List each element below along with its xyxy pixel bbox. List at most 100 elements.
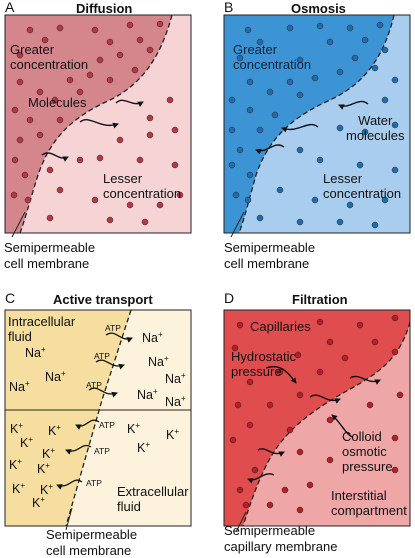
label-line: Intracellular xyxy=(8,314,75,329)
sodium-ion-label: Na+ xyxy=(165,372,186,387)
particle-dot xyxy=(317,157,323,163)
particle-dot xyxy=(372,222,378,228)
sodium-ion-label: Na+ xyxy=(45,370,66,385)
particle-dot xyxy=(267,402,273,408)
particle-dot xyxy=(77,157,83,163)
particle-dot xyxy=(167,97,173,103)
intracellular-fluid-label: Intracellular fluid xyxy=(8,314,75,344)
potassium-ion-label: K+ xyxy=(48,424,61,439)
particle-dot xyxy=(382,97,388,103)
particle-dot xyxy=(117,137,123,143)
potassium-ion-label: K+ xyxy=(9,458,22,473)
particle-dot xyxy=(247,422,253,428)
particle-dot xyxy=(372,65,378,71)
particle-dot xyxy=(342,355,348,361)
lesser-concentration-label: Lesser concentration xyxy=(103,171,181,201)
ion-symbol: Na xyxy=(142,331,158,345)
potassium-ion-label: K+ xyxy=(12,482,25,497)
particle-dot xyxy=(297,92,303,98)
lesser-concentration-label: Lesser concentration xyxy=(323,171,401,201)
label-line: Lesser xyxy=(103,171,181,186)
membrane-caption: Semipermeable cell membrane xyxy=(224,240,315,271)
water-molecules-label: Water molecules xyxy=(346,113,405,143)
particle-dot xyxy=(297,219,303,225)
extracellular-fluid-label: Extracellular fluid xyxy=(117,484,189,514)
sodium-ion-label: Na+ xyxy=(165,395,186,410)
particle-dot xyxy=(92,27,98,33)
ion-charge: + xyxy=(25,379,30,388)
potassium-ion-label: K+ xyxy=(127,422,140,437)
label-line: pressure xyxy=(342,459,393,474)
particle-dot xyxy=(337,125,343,131)
ion-charge: + xyxy=(164,354,169,363)
particle-dot xyxy=(337,219,343,225)
label-line: Greater xyxy=(233,42,311,57)
particle-dot xyxy=(37,132,43,138)
particle-dot xyxy=(245,27,251,33)
sodium-ion-label: Na+ xyxy=(9,380,30,395)
ion-charge: + xyxy=(28,435,33,444)
colloid-osmotic-pressure-label: Colloid osmotic pressure xyxy=(342,429,393,474)
particle-dot xyxy=(317,369,323,375)
potassium-ion-label: K+ xyxy=(42,447,55,462)
label-line: capillary membrane xyxy=(224,539,337,555)
particle-dot xyxy=(327,39,333,45)
particle-dot xyxy=(377,22,383,28)
ion-charge: + xyxy=(56,423,61,432)
label-line: Semipermeable xyxy=(4,240,95,256)
particle-dot xyxy=(297,147,303,153)
particle-dot xyxy=(107,39,113,45)
particle-dot xyxy=(237,487,243,493)
greater-concentration-label: Greater concentration xyxy=(233,42,311,72)
particle-dot xyxy=(157,21,163,27)
panel-d-letter: D xyxy=(224,291,234,306)
particle-dot xyxy=(357,322,363,328)
potassium-ion-label: K+ xyxy=(20,436,33,451)
particle-dot xyxy=(392,315,398,321)
particle-dot xyxy=(117,52,123,58)
particle-dot xyxy=(229,162,235,168)
ion-symbol: Na xyxy=(148,355,164,369)
atp-label: ATP xyxy=(86,378,102,393)
particle-dot xyxy=(235,402,241,408)
ion-charge: + xyxy=(45,461,50,470)
particle-dot xyxy=(392,349,398,355)
label-line: cell membrane xyxy=(224,256,315,272)
ion-charge: + xyxy=(61,369,66,378)
membrane-caption: Semipermeable cell membrane xyxy=(46,527,137,558)
panel-c-title: Active transport xyxy=(53,292,153,307)
particle-dot xyxy=(17,137,23,143)
particle-dot xyxy=(137,157,143,163)
panel-b-title: Osmosis xyxy=(291,1,346,16)
membrane-caption: Semipermeable cell membrane xyxy=(4,240,95,271)
particle-dot xyxy=(27,27,33,33)
panel-c-letter: C xyxy=(5,291,15,306)
particle-dot xyxy=(392,467,398,473)
particle-dot xyxy=(327,457,333,463)
particle-dot xyxy=(367,402,373,408)
ion-symbol: Na xyxy=(165,395,181,409)
particle-dot xyxy=(267,89,273,95)
particle-dot xyxy=(107,77,113,83)
ion-charge: + xyxy=(153,387,158,396)
hydrostatic-pressure-label: Hydrostatic pressure xyxy=(231,349,296,379)
particle-dot xyxy=(337,69,343,75)
particle-dot xyxy=(237,147,243,153)
particle-dot xyxy=(362,37,368,43)
particle-dot xyxy=(277,187,283,193)
membrane-caption: Semipermeable capillary membrane xyxy=(224,523,337,554)
ion-charge: + xyxy=(40,495,45,504)
particle-dot xyxy=(392,77,398,83)
particle-dot xyxy=(57,187,63,193)
label-line: Greater xyxy=(10,42,88,57)
label-line: Colloid xyxy=(342,429,393,444)
particle-dot xyxy=(97,57,103,63)
ion-symbol: Na xyxy=(25,346,41,360)
interstitial-compartment-label: Interstitial compartment xyxy=(331,488,407,518)
particle-dot xyxy=(132,67,138,73)
particle-dot xyxy=(47,167,53,173)
particle-dot xyxy=(247,379,253,385)
particle-dot xyxy=(307,482,313,488)
ion-charge: + xyxy=(135,421,140,430)
particle-dot xyxy=(257,215,263,221)
